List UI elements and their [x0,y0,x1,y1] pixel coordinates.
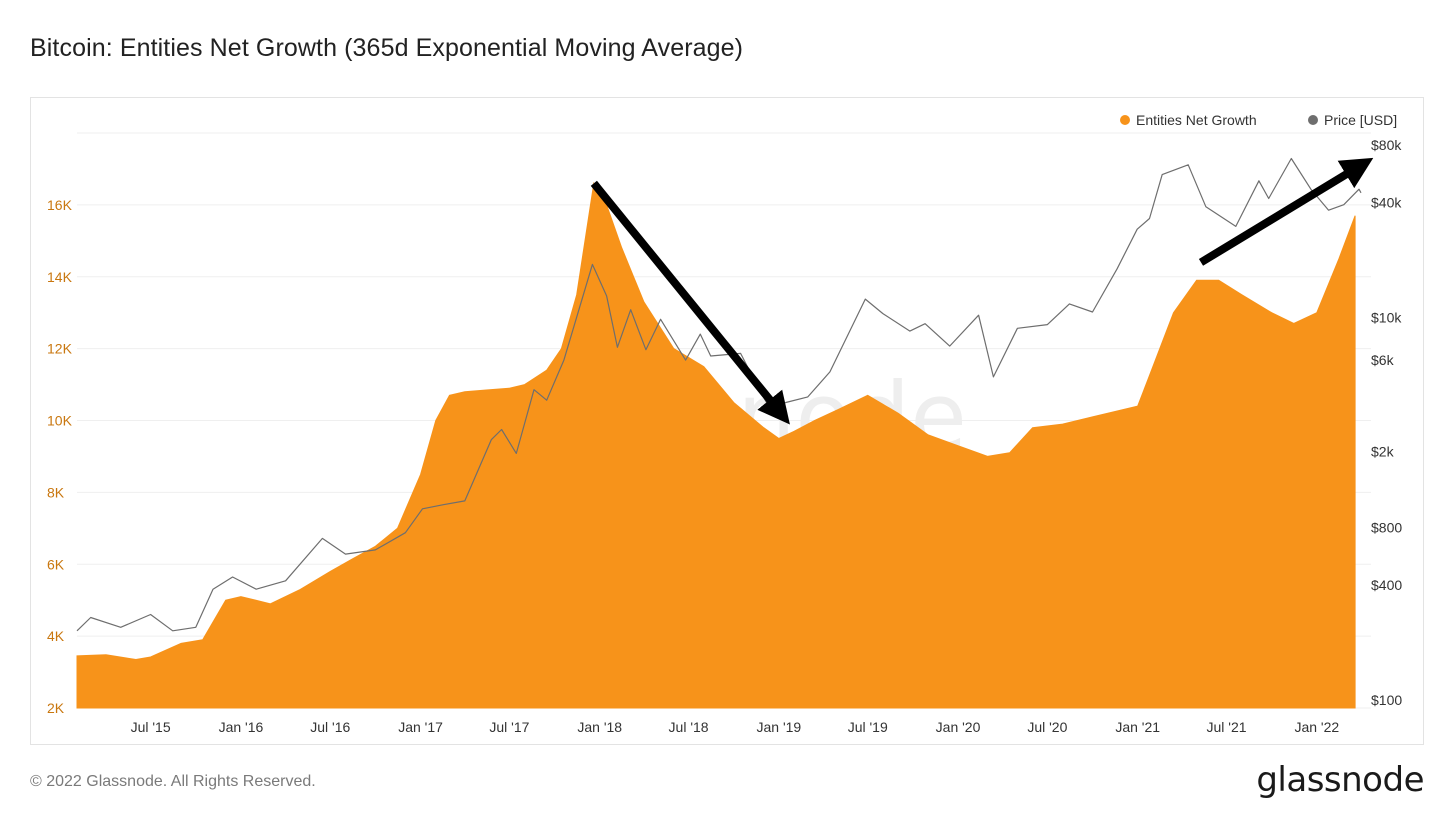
trend-arrow-2 [1198,157,1374,266]
glassnode-logo: glassnode [1256,760,1424,800]
x-tick-label: Jan '17 [398,719,443,735]
chart-title: Bitcoin: Entities Net Growth (365d Expon… [30,34,744,62]
right-y-axis: $100 $400 $800 $2k $6k $10k $40k $80k [1371,137,1402,708]
x-tick-label: Jul '17 [489,719,529,735]
x-tick-label: Jul '19 [848,719,888,735]
x-tick-label: Jan '22 [1294,719,1339,735]
x-tick-label: Jul '21 [1206,719,1246,735]
left-y-axis: 2K 4K 6K 8K 10K 12K 14K 16K [47,197,73,716]
y-right-tick-label: $10k [1371,310,1402,326]
y-left-tick-label: 10K [47,413,73,429]
x-tick-label: Jan '19 [757,719,802,735]
y-left-tick-label: 8K [47,484,65,500]
legend-label-price: Price [USD] [1324,112,1397,128]
x-axis: Jul '15 Jan '16 Jul '16 Jan '17 Jul '17 Jan '… [131,719,1340,735]
copyright-text: © 2022 Glassnode. All Rights Reserved. [30,773,316,790]
legend-swatch-growth [1120,115,1130,125]
y-left-tick-label: 6K [47,556,65,572]
legend: Entities Net Growth Price [USD] [1120,112,1397,128]
x-tick-label: Jan '21 [1115,719,1160,735]
growth-area [76,181,1356,709]
y-right-tick-label: $2k [1371,443,1395,459]
x-tick-label: Jul '18 [669,719,709,735]
x-tick-label: Jul '20 [1027,719,1067,735]
annotation-arrows [590,157,1374,425]
y-left-tick-label: 4K [47,628,65,644]
legend-label-growth: Entities Net Growth [1136,112,1257,128]
price-line [76,157,1362,632]
trend-arrow-1 [590,180,790,425]
x-tick-label: Jul '15 [131,719,171,735]
y-right-tick-label: $400 [1371,577,1402,593]
x-tick-label: Jan '20 [936,719,981,735]
entities-net-growth-series [76,181,1356,709]
y-right-tick-label: $80k [1371,137,1402,153]
price-series [76,157,1362,632]
y-right-tick-label: $100 [1371,692,1402,708]
y-right-tick-label: $6k [1371,352,1395,368]
y-left-tick-label: 14K [47,269,73,285]
x-tick-label: Jan '18 [577,719,622,735]
y-left-tick-label: 2K [47,700,65,716]
y-left-tick-label: 16K [47,197,73,213]
y-left-tick-label: 12K [47,341,73,357]
x-tick-label: Jan '16 [219,719,264,735]
legend-swatch-price [1308,115,1318,125]
x-tick-label: Jul '16 [310,719,350,735]
y-right-tick-label: $40k [1371,195,1402,211]
y-right-tick-label: $800 [1371,519,1402,535]
